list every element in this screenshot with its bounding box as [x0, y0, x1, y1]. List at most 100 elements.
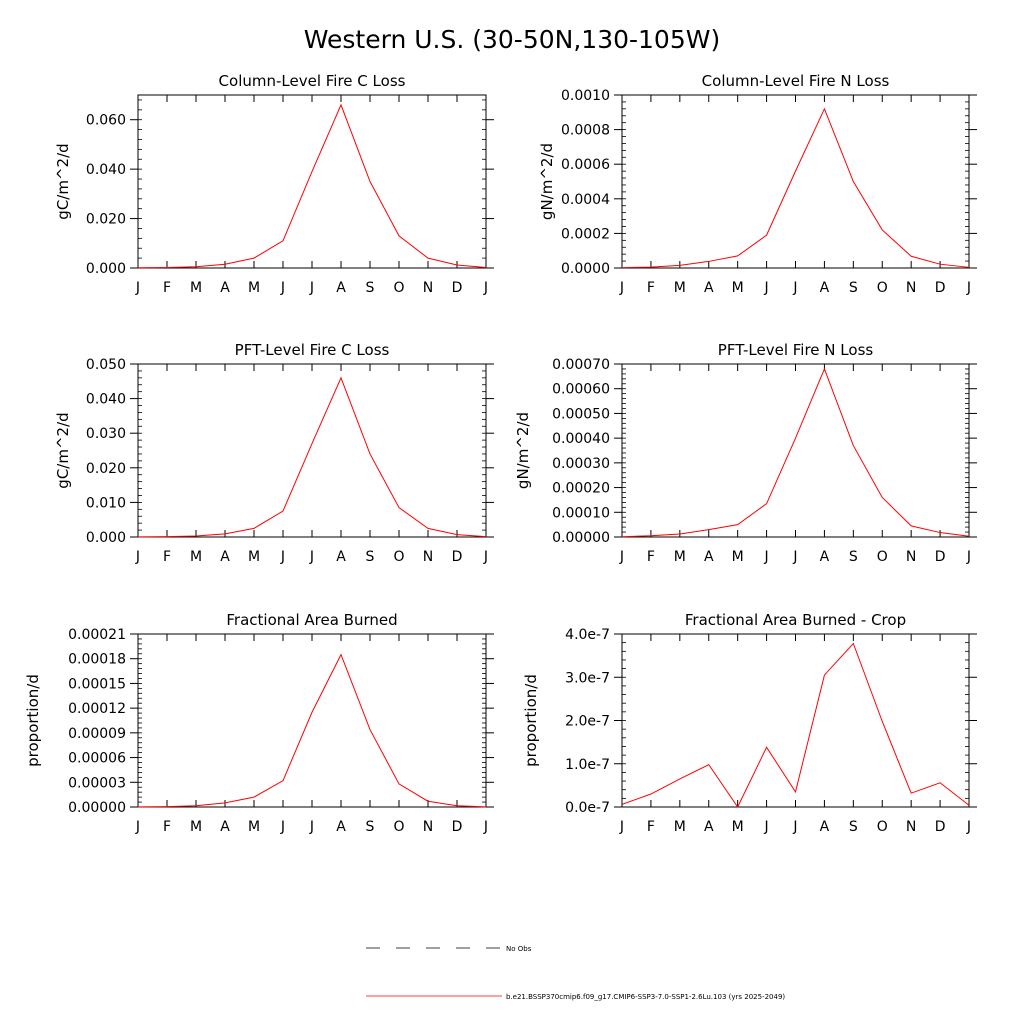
y-tick-label: 1.0e-7 — [565, 757, 610, 773]
x-tick-label: M — [190, 819, 202, 835]
x-tick-label: F — [647, 549, 655, 565]
x-tick-label: M — [190, 280, 202, 296]
chart-panel: PFT-Level Fire C Loss J F M A M J J A S O N D J 0.000 0… — [54, 341, 494, 565]
x-tick-label: A — [336, 280, 346, 296]
x-tick-label: M — [248, 280, 260, 296]
chart-panel: Fractional Area Burned - Crop J F M A M J J A S O N… — [522, 611, 977, 835]
y-tick-label: 0.060 — [86, 113, 126, 129]
plot-frame — [137, 94, 487, 269]
series-line — [137, 103, 487, 269]
x-tick-label: M — [674, 280, 686, 296]
plot-frame — [621, 363, 970, 538]
panel-title: Column-Level Fire N Loss — [702, 72, 890, 90]
panel-title: PFT-Level Fire C Loss — [235, 341, 390, 359]
figure-title: Western U.S. (30-50N,130-105W) — [304, 25, 720, 54]
y-tick-label: 0.0006 — [561, 157, 610, 173]
x-tick-label: O — [877, 549, 888, 565]
y-tick-label: 0.010 — [86, 495, 126, 511]
x-tick-label: A — [704, 819, 714, 835]
series-line — [137, 653, 487, 808]
x-tick-label: J — [792, 819, 797, 835]
x-tick-label: J — [483, 819, 488, 835]
x-tick-label: A — [704, 280, 714, 296]
x-tick-label: J — [135, 549, 140, 565]
x-tick-label: J — [309, 549, 314, 565]
x-tick-label: S — [849, 819, 858, 835]
y-tick-label: 3.0e-7 — [565, 670, 610, 686]
x-tick-label: N — [906, 549, 916, 565]
y-tick-label: 0.00010 — [552, 505, 610, 521]
chart-panel: Column-Level Fire N Loss J F M A M J J A S O N D J 0.0… — [538, 72, 977, 296]
y-tick-label: 0.0008 — [561, 123, 610, 139]
chart-panel: Fractional Area Burned J F M A M J J A S O N D J 0.000… — [24, 611, 494, 835]
x-tick-label: N — [906, 280, 916, 296]
y-tick-label: 0.00006 — [68, 751, 126, 767]
panel-title: Fractional Area Burned - Crop — [685, 611, 906, 629]
y-tick-label: 0.00003 — [68, 775, 126, 791]
y-tick-label: 0.040 — [86, 392, 126, 408]
y-tick-label: 0.00021 — [68, 627, 126, 643]
series-line — [621, 367, 970, 538]
x-tick-label: J — [792, 549, 797, 565]
series-line — [621, 107, 970, 269]
y-tick-label: 0.00050 — [552, 406, 610, 422]
x-tick-label: J — [966, 549, 971, 565]
chart-panel: Column-Level Fire C Loss J F M A M J J A S O N D J 0.0… — [54, 72, 494, 296]
plot-frame — [137, 633, 487, 808]
x-tick-label: O — [393, 819, 404, 835]
chart-panel: PFT-Level Fire N Loss J F M A M J J A S O N D J 0.0000… — [514, 341, 977, 565]
y-tick-label: 0.020 — [86, 212, 126, 228]
y-tick-label: 0.050 — [86, 357, 126, 373]
legend: No Obs b.e21.BSSP370cmip6.f09_g17.CMIP6-… — [366, 945, 785, 1001]
x-tick-label: O — [877, 819, 888, 835]
x-tick-label: A — [220, 819, 230, 835]
y-axis-label: gC/m^2/d — [54, 412, 72, 488]
x-tick-label: J — [966, 819, 971, 835]
x-tick-label: J — [135, 280, 140, 296]
x-tick-label: J — [483, 549, 488, 565]
x-tick-label: J — [619, 819, 624, 835]
x-tick-label: J — [619, 549, 624, 565]
y-axis-label: proportion/d — [522, 674, 540, 767]
y-axis-label: gN/m^2/d — [538, 143, 556, 220]
y-tick-label: 0.000 — [86, 530, 126, 546]
plot-frame — [621, 633, 970, 808]
y-tick-label: 0.0002 — [561, 226, 610, 242]
x-tick-label: S — [366, 819, 375, 835]
x-tick-label: D — [452, 280, 463, 296]
legend-label-no-obs: No Obs — [506, 945, 532, 953]
x-tick-label: N — [423, 819, 433, 835]
x-tick-label: J — [764, 280, 769, 296]
x-tick-label: M — [674, 549, 686, 565]
x-tick-label: J — [764, 549, 769, 565]
panel-title: PFT-Level Fire N Loss — [718, 341, 874, 359]
x-tick-label: J — [135, 819, 140, 835]
x-tick-label: M — [732, 819, 744, 835]
x-tick-label: M — [248, 549, 260, 565]
x-tick-label: A — [220, 549, 230, 565]
x-tick-label: S — [366, 549, 375, 565]
y-tick-label: 0.00020 — [552, 481, 610, 497]
x-tick-label: D — [935, 819, 946, 835]
x-tick-label: J — [280, 819, 285, 835]
y-tick-label: 0.00000 — [552, 530, 610, 546]
y-axis-label: gC/m^2/d — [54, 143, 72, 219]
x-tick-label: M — [248, 819, 260, 835]
y-tick-label: 0.00070 — [552, 357, 610, 373]
x-tick-label: D — [452, 819, 463, 835]
series-line — [137, 376, 487, 538]
x-tick-label: J — [966, 280, 971, 296]
y-tick-label: 0.00040 — [552, 431, 610, 447]
y-axis-label: gN/m^2/d — [514, 412, 532, 489]
x-tick-label: J — [309, 819, 314, 835]
x-tick-label: O — [393, 549, 404, 565]
x-tick-label: M — [190, 549, 202, 565]
x-tick-label: J — [280, 280, 285, 296]
y-tick-label: 0.020 — [86, 461, 126, 477]
x-tick-label: F — [163, 819, 171, 835]
x-tick-label: M — [732, 280, 744, 296]
x-tick-label: S — [366, 280, 375, 296]
x-tick-label: O — [393, 280, 404, 296]
x-tick-label: F — [647, 819, 655, 835]
